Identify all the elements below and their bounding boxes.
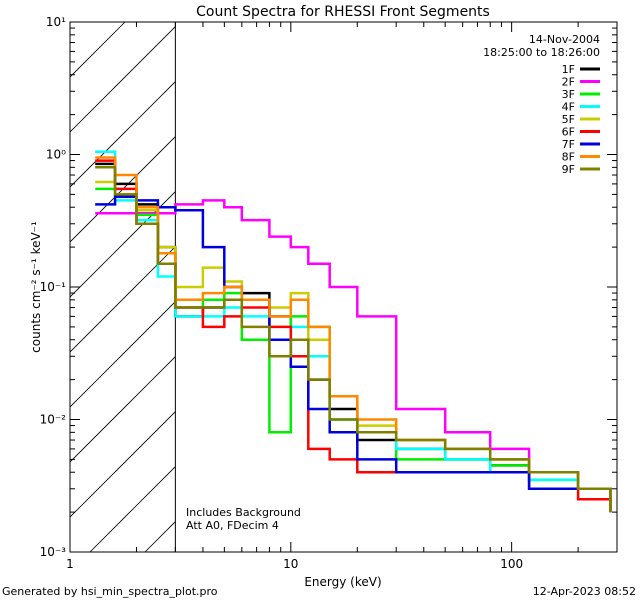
time-range-label: 18:25:00 to 18:26:00 bbox=[483, 46, 600, 59]
x-tick-label: 10 bbox=[283, 557, 298, 571]
y-tick-label: 10⁰ bbox=[46, 148, 66, 162]
annotation-background: Includes Background bbox=[186, 506, 301, 519]
x-axis-ticks: 1 10 100 bbox=[66, 22, 618, 571]
chart-title: Count Spectra for RHESSI Front Segments bbox=[196, 4, 490, 20]
y-tick-label: 10⁻³ bbox=[40, 545, 67, 559]
series-line-3F bbox=[95, 187, 612, 513]
x-tick-label: 100 bbox=[500, 557, 523, 571]
date-label: 14-Nov-2004 bbox=[529, 33, 600, 46]
y-axis-label: counts cm⁻² s⁻¹ keV⁻¹ bbox=[29, 221, 43, 353]
y-tick-label: 10⁻¹ bbox=[40, 280, 67, 294]
legend-label-4F: 4F bbox=[562, 101, 575, 114]
x-axis-label: Energy (keV) bbox=[304, 575, 381, 589]
hatch-line bbox=[70, 246, 176, 353]
legend-label-1F: 1F bbox=[562, 63, 575, 76]
series-line-5F bbox=[95, 180, 612, 513]
legend-label-3F: 3F bbox=[562, 88, 575, 101]
hatch-line bbox=[70, 411, 176, 518]
legend-label-5F: 5F bbox=[562, 113, 575, 126]
y-tick-label: 10⁻² bbox=[40, 413, 67, 427]
legend-label-8F: 8F bbox=[562, 151, 575, 164]
series-line-2F bbox=[95, 199, 612, 513]
series-line-4F bbox=[95, 150, 612, 513]
legend-label-9F: 9F bbox=[562, 163, 575, 176]
y-tick-label: 10¹ bbox=[46, 15, 66, 29]
footer-generator: Generated by hsi_min_spectra_plot.pro bbox=[2, 585, 218, 598]
hatch-line bbox=[70, 26, 176, 133]
legend-label-6F: 6F bbox=[562, 126, 575, 139]
x-tick-label: 1 bbox=[66, 557, 74, 571]
legend-label-7F: 7F bbox=[562, 138, 575, 151]
y-axis-ticks: 10⁻³ 10⁻² 10⁻¹ 10⁰ 10¹ bbox=[40, 15, 617, 559]
annotation-attenuator: Att A0, FDecim 4 bbox=[186, 519, 279, 532]
series-line-7F bbox=[95, 195, 612, 513]
footer-timestamp: 12-Apr-2023 08:52 bbox=[533, 585, 636, 598]
legend-label-2F: 2F bbox=[562, 76, 575, 89]
series-line-9F bbox=[95, 166, 612, 513]
series-group bbox=[95, 150, 612, 513]
hatch-line bbox=[70, 81, 176, 188]
